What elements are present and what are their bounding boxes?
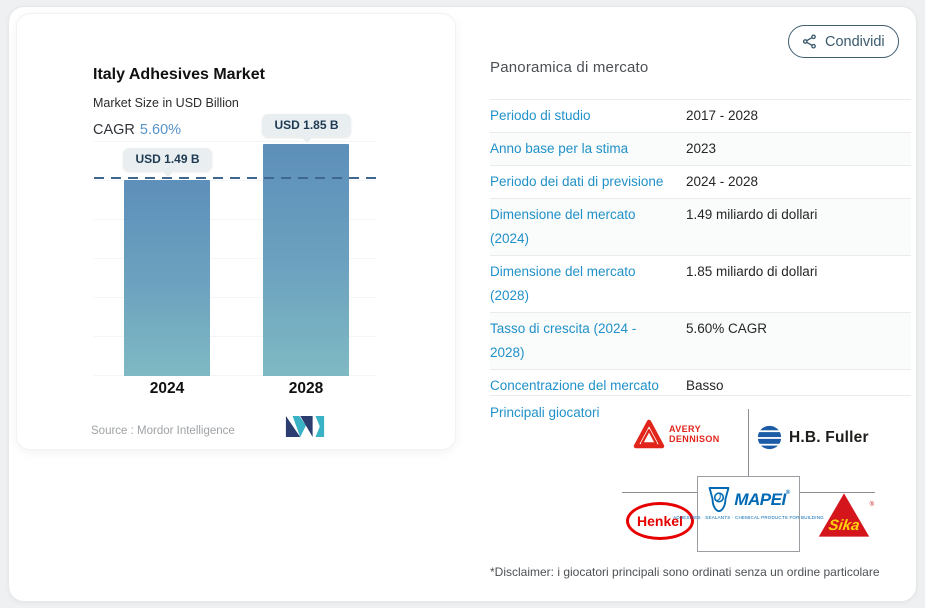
chart-source: Source : Mordor Intelligence [91,425,235,437]
overview-table: Periodo di studio 2017 - 2028 Anno base … [490,99,911,402]
bar-chart-plot [94,141,376,376]
table-row: Anno base per la stima 2023 [490,132,911,165]
row-value: 2024 - 2028 [686,174,759,189]
players-grid-divider [800,492,875,493]
row-label: Concentrazione del mercato [490,378,659,393]
sika-wordmark: Sika [827,517,861,534]
bar-2028[interactable] [263,144,349,376]
row-label: Tasso di crescita (2024 - 2028) [490,321,637,360]
row-label: Periodo dei dati di previsione [490,174,664,189]
table-row: Dimensione del mercato (2024) 1.49 milia… [490,198,911,255]
hb-fuller-wordmark: H.B. Fuller [789,428,869,446]
share-button-label: Condividi [825,33,885,50]
axis-label-2024: 2024 [149,380,185,397]
key-players-row: Principali giocatori AVERY DENNISON [490,395,911,555]
hb-fuller-globe-icon [756,424,783,451]
sika-triangle-icon [817,491,871,539]
avery-dennison-wordmark: AVERY DENNISON [669,424,720,444]
mapei-tagline: ADHESIVES · SEALANTS · CHEMICAL PRODUCTS… [673,515,824,520]
row-value: 5.60% CAGR [686,321,768,336]
table-row: Dimensione del mercato (2028) 1.85 milia… [490,255,911,312]
henkel-wordmark: Henkel [637,513,683,529]
hb-fuller-logo: H.B. Fuller [756,424,869,451]
bar-tooltip-2028: USD 1.85 B [262,114,351,143]
players-disclaimer: *Disclaimer: i giocatori principali sono… [490,565,880,579]
reference-dashed-line [94,177,376,179]
chart-title: Italy Adhesives Market [93,66,265,83]
overview-heading: Panoramica di mercato [490,59,649,76]
avery-dennison-triangle-icon [633,419,665,449]
row-label: Anno base per la stima [490,141,629,156]
avery-dennison-logo: AVERY DENNISON [633,419,720,449]
table-row: Tasso di crescita (2024 - 2028) 5.60% CA… [490,312,911,369]
row-value: 2017 - 2028 [686,108,759,123]
henkel-logo: Henkel [626,502,694,540]
share-icon [802,34,817,49]
sika-logo: Sika ® [816,488,874,542]
mapei-wordmark: MAPEI® [734,490,790,509]
chart-subtitle: Market Size in USD Billion [93,96,239,110]
row-value: 2023 [686,141,717,156]
bar-tooltip-2024: USD 1.49 B [123,148,212,177]
players-grid-divider [622,492,697,493]
row-label: Dimensione del mercato (2028) [490,264,636,303]
table-row: Concentrazione del mercato Basso [490,369,911,402]
cagr-value: 5.60% [139,122,182,138]
table-row: Periodo di studio 2017 - 2028 [490,99,911,132]
table-row: Periodo dei dati di previsione 2024 - 20… [490,165,911,198]
sika-registered-mark: ® [869,502,874,508]
mapei-droplet-icon [707,486,731,514]
players-grid-divider [748,409,749,478]
chart-cagr: CAGR 5.60% [93,122,181,138]
key-players-label: Principali giocatori [490,405,600,420]
axis-label-2028: 2028 [288,380,324,397]
row-value: Basso [686,378,724,393]
share-button[interactable]: Condividi [788,25,899,58]
market-chart-card: Italy Adhesives Market Market Size in US… [16,13,456,450]
mapei-logo: MAPEI® ADHESIVES · SEALANTS · CHEMICAL P… [673,486,824,520]
cagr-label: CAGR [93,122,135,138]
mordor-intelligence-logo-icon [284,414,326,444]
row-value: 1.49 miliardo di dollari [686,207,818,222]
bar-2024[interactable] [124,180,210,376]
row-label: Periodo di studio [490,108,591,123]
row-label: Dimensione del mercato (2024) [490,207,636,246]
row-value: 1.85 miliardo di dollari [686,264,818,279]
